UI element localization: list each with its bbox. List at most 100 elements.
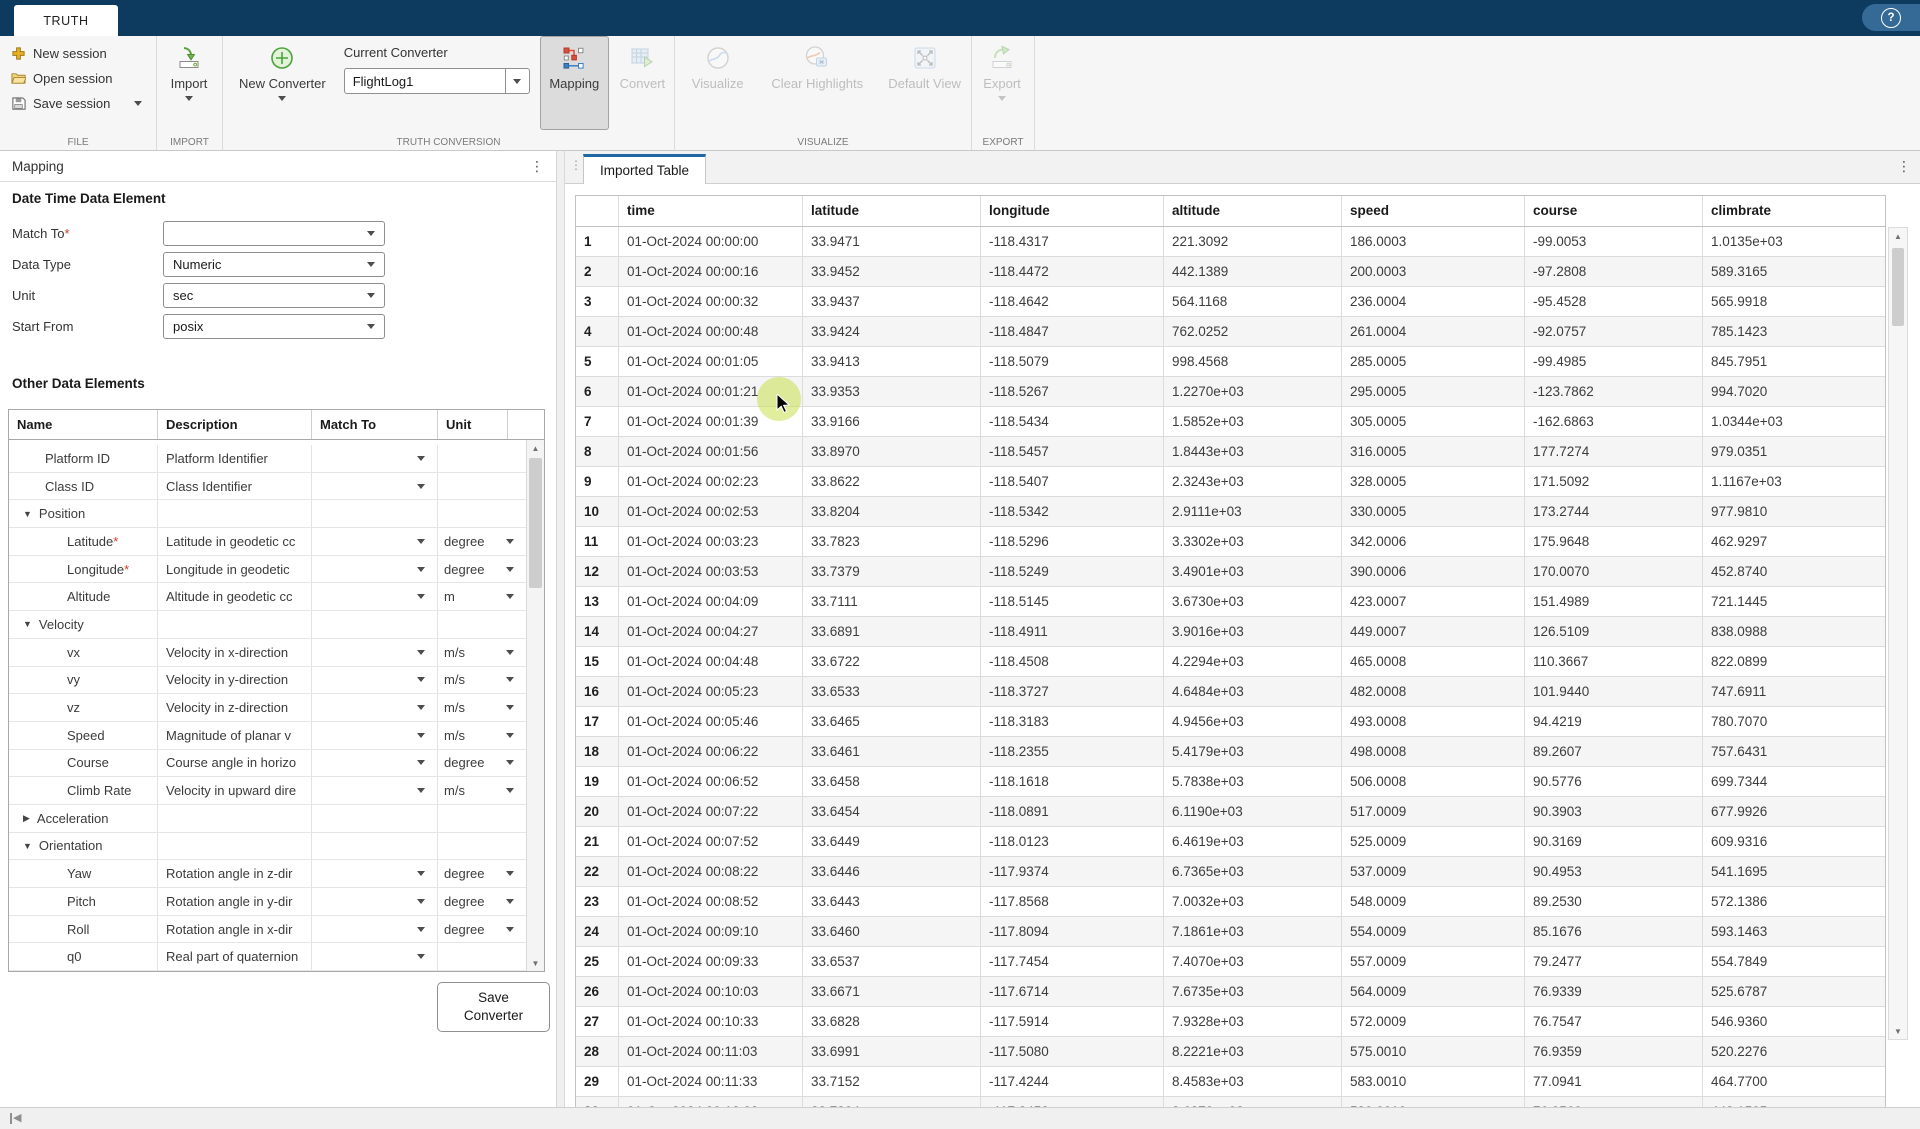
table-row[interactable]: 9 01-Oct-2024 00:02:23 33.8622 -118.5407… (576, 467, 1885, 497)
mapping-table-scrollbar[interactable]: ▲ ▼ (526, 440, 544, 971)
unit-dropdown[interactable]: m/s (438, 667, 526, 694)
tree-toggle-icon[interactable]: ▶ (23, 813, 30, 824)
unit-dropdown[interactable]: degree (438, 916, 526, 943)
convert-button[interactable]: Convert (611, 36, 674, 130)
new-session-button[interactable]: New session (8, 41, 150, 66)
data-table-scrollbar[interactable]: ▲ ▼ (1888, 227, 1908, 1040)
unit-dropdown[interactable]: m/s (438, 722, 526, 749)
unit-dropdown[interactable]: m/s (438, 777, 526, 804)
tree-toggle-icon[interactable]: ▼ (23, 509, 32, 519)
mapping-table-row[interactable]: ▼ Velocity (9, 611, 527, 639)
default-view-button[interactable]: Default View (878, 36, 971, 130)
unit-dropdown[interactable] (438, 805, 526, 832)
clear-highlights-button[interactable]: Clear Highlights (756, 36, 878, 130)
match-to-dropdown[interactable] (312, 473, 438, 500)
table-row[interactable]: 20 01-Oct-2024 00:07:22 33.6454 -118.089… (576, 797, 1885, 827)
field-dropdown[interactable] (163, 221, 385, 246)
unit-dropdown[interactable]: degree (438, 860, 526, 887)
table-row[interactable]: 28 01-Oct-2024 00:11:03 33.6991 -117.508… (576, 1037, 1885, 1067)
mapping-table-row[interactable]: Roll Rotation angle in x-dir degree (9, 916, 527, 944)
unit-dropdown[interactable]: m/s (438, 639, 526, 666)
table-row[interactable]: 19 01-Oct-2024 00:06:52 33.6458 -118.161… (576, 767, 1885, 797)
table-row[interactable]: 13 01-Oct-2024 00:04:09 33.7111 -118.514… (576, 587, 1885, 617)
unit-dropdown[interactable] (438, 943, 526, 970)
export-button[interactable]: Export (972, 36, 1032, 130)
unit-dropdown[interactable] (438, 445, 526, 472)
mapping-table-row[interactable]: ▼ Position (9, 500, 527, 528)
mapping-table-row[interactable]: Altitude Altitude in geodetic cc m (9, 583, 527, 611)
table-row[interactable]: 22 01-Oct-2024 00:08:22 33.6446 -117.937… (576, 857, 1885, 887)
scroll-up-icon[interactable]: ▲ (1889, 228, 1907, 244)
unit-dropdown[interactable]: degree (438, 556, 526, 583)
mapping-table-row[interactable]: vy Velocity in y-direction m/s (9, 667, 527, 695)
match-to-dropdown[interactable] (312, 860, 438, 887)
match-to-dropdown[interactable] (312, 445, 438, 472)
mapping-table-row[interactable]: Platform ID Platform Identifier (9, 445, 527, 473)
export-dropdown-icon[interactable] (998, 96, 1006, 101)
table-row[interactable]: 25 01-Oct-2024 00:09:33 33.6537 -117.745… (576, 947, 1885, 977)
mapping-table-row[interactable]: Longitude * Longitude in geodetic degree (9, 556, 527, 584)
scroll-down-icon[interactable]: ▼ (1889, 1023, 1907, 1039)
table-row[interactable]: 5 01-Oct-2024 00:01:05 33.9413 -118.5079… (576, 347, 1885, 377)
tree-toggle-icon[interactable]: ▼ (23, 619, 32, 629)
import-button[interactable]: Import (157, 36, 221, 130)
scroll-thumb[interactable] (1892, 248, 1904, 326)
scroll-up-icon[interactable]: ▲ (527, 440, 544, 456)
mapping-table-row[interactable]: Latitude * Latitude in geodetic cc degre… (9, 528, 527, 556)
collapse-panel-icon[interactable]: ◀ (10, 1113, 21, 1124)
match-to-dropdown[interactable] (312, 667, 438, 694)
match-to-dropdown[interactable] (312, 639, 438, 666)
table-row[interactable]: 24 01-Oct-2024 00:09:10 33.6460 -117.809… (576, 917, 1885, 947)
panel-splitter[interactable] (557, 151, 565, 1107)
table-row[interactable]: 1 01-Oct-2024 00:00:00 33.9471 -118.4317… (576, 227, 1885, 257)
tab-bar-handle-icon[interactable]: ⋮ (570, 159, 582, 171)
mapping-table-row[interactable]: vx Velocity in x-direction m/s (9, 639, 527, 667)
help-button[interactable]: ? (1862, 4, 1920, 31)
import-dropdown-icon[interactable] (185, 96, 193, 101)
table-row[interactable]: 14 01-Oct-2024 00:04:27 33.6891 -118.491… (576, 617, 1885, 647)
table-row[interactable]: 8 01-Oct-2024 00:01:56 33.8970 -118.5457… (576, 437, 1885, 467)
mapping-toggle-button[interactable]: Mapping (540, 36, 609, 130)
new-converter-dropdown-icon[interactable] (278, 96, 286, 101)
field-dropdown[interactable]: Numeric (163, 252, 385, 277)
unit-dropdown[interactable]: degree (438, 750, 526, 777)
table-row[interactable]: 16 01-Oct-2024 00:05:23 33.6533 -118.372… (576, 677, 1885, 707)
table-row[interactable]: 26 01-Oct-2024 00:10:03 33.6671 -117.671… (576, 977, 1885, 1007)
table-row[interactable]: 3 01-Oct-2024 00:00:32 33.9437 -118.4642… (576, 287, 1885, 317)
table-row[interactable]: 18 01-Oct-2024 00:06:22 33.6461 -118.235… (576, 737, 1885, 767)
save-converter-button[interactable]: Save Converter (437, 982, 550, 1032)
match-to-dropdown[interactable] (312, 943, 438, 970)
match-to-dropdown[interactable] (312, 777, 438, 804)
unit-dropdown[interactable] (438, 500, 526, 527)
table-row[interactable]: 4 01-Oct-2024 00:00:48 33.9424 -118.4847… (576, 317, 1885, 347)
mapping-table-row[interactable]: Yaw Rotation angle in z-dir degree (9, 860, 527, 888)
mapping-table-row[interactable]: Course Course angle in horizo degree (9, 750, 527, 778)
mapping-table-row[interactable]: vz Velocity in z-direction m/s (9, 694, 527, 722)
save-session-dropdown-icon[interactable] (134, 101, 142, 106)
unit-dropdown[interactable] (438, 611, 526, 638)
table-row[interactable]: 27 01-Oct-2024 00:10:33 33.6828 -117.591… (576, 1007, 1885, 1037)
tree-toggle-icon[interactable]: ▼ (23, 841, 32, 851)
match-to-dropdown[interactable] (312, 556, 438, 583)
current-converter-combobox[interactable]: FlightLog1 (344, 68, 530, 94)
unit-dropdown[interactable]: m (438, 583, 526, 610)
table-row[interactable]: 29 01-Oct-2024 00:11:33 33.7152 -117.424… (576, 1067, 1885, 1097)
mapping-table-row[interactable]: Pitch Rotation angle in y-dir degree (9, 888, 527, 916)
table-row[interactable]: 23 01-Oct-2024 00:08:52 33.6443 -117.856… (576, 887, 1885, 917)
match-to-dropdown[interactable] (312, 888, 438, 915)
table-row[interactable]: 15 01-Oct-2024 00:04:48 33.6722 -118.450… (576, 647, 1885, 677)
current-converter-dropdown-button[interactable] (505, 69, 529, 93)
table-row[interactable]: 17 01-Oct-2024 00:05:46 33.6465 -118.318… (576, 707, 1885, 737)
match-to-dropdown[interactable] (312, 611, 438, 638)
table-row[interactable]: 12 01-Oct-2024 00:03:53 33.7379 -118.524… (576, 557, 1885, 587)
table-row[interactable]: 11 01-Oct-2024 00:03:23 33.7823 -118.529… (576, 527, 1885, 557)
tab-bar-menu-icon[interactable]: ⋮ (1897, 159, 1911, 173)
match-to-dropdown[interactable] (312, 833, 438, 860)
table-row[interactable]: 2 01-Oct-2024 00:00:16 33.9452 -118.4472… (576, 257, 1885, 287)
tab-imported-table[interactable]: Imported Table (583, 154, 706, 184)
mapping-table-row[interactable]: ▶ Acceleration (9, 805, 527, 833)
unit-dropdown[interactable]: degree (438, 888, 526, 915)
match-to-dropdown[interactable] (312, 916, 438, 943)
match-to-dropdown[interactable] (312, 722, 438, 749)
unit-dropdown[interactable]: degree (438, 528, 526, 555)
